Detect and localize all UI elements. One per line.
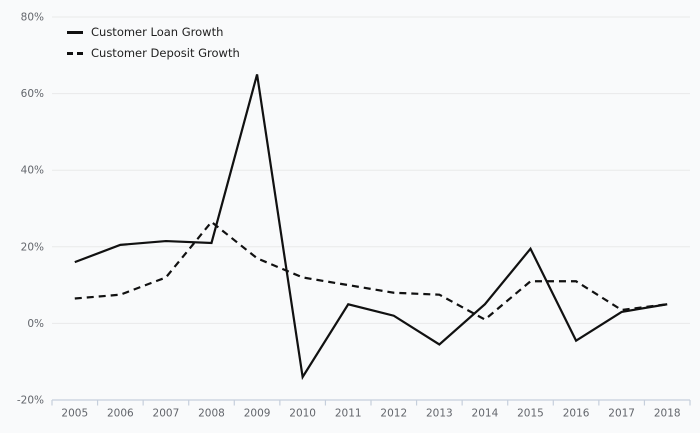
y-axis-tick-label: 80% [21, 12, 44, 24]
legend-item-deposit-growth: Customer Deposit Growth [67, 46, 240, 60]
x-axis-tick-label: 2011 [335, 408, 362, 420]
x-axis-tick-label: 2008 [198, 408, 225, 420]
x-axis-tick-label: 2015 [517, 408, 544, 420]
deposit-growth-line [74, 220, 668, 321]
solid-line-swatch-icon [67, 30, 83, 34]
y-axis-tick-label: 20% [21, 241, 44, 253]
dashed-line-swatch-icon [67, 51, 83, 55]
x-axis-tick-label: 2012 [380, 408, 407, 420]
x-axis-tick-label: 2013 [426, 408, 453, 420]
y-axis-tick-label: 60% [21, 88, 44, 100]
x-axis-tick-label: 2007 [153, 408, 180, 420]
legend-label-loan-growth: Customer Loan Growth [91, 25, 224, 39]
x-axis-tick-label: 2014 [472, 408, 499, 420]
y-axis-tick-label: -20% [17, 395, 44, 407]
y-axis-tick-label: 0% [27, 318, 44, 330]
x-axis-tick-label: 2016 [563, 408, 590, 420]
chart-legend: Customer Loan Growth Customer Deposit Gr… [67, 25, 240, 60]
x-axis-tick-label: 2009 [244, 408, 271, 420]
y-axis-tick-label: 40% [21, 165, 44, 177]
legend-label-deposit-growth: Customer Deposit Growth [91, 46, 240, 60]
x-axis-tick-label: 2017 [608, 408, 635, 420]
loan-growth-line [74, 74, 668, 381]
x-axis-tick-label: 2005 [61, 408, 88, 420]
x-axis-tick-label: 2018 [654, 408, 681, 420]
legend-item-loan-growth: Customer Loan Growth [67, 25, 240, 39]
x-axis-tick-label: 2010 [289, 408, 316, 420]
x-axis-tick-label: 2006 [107, 408, 134, 420]
